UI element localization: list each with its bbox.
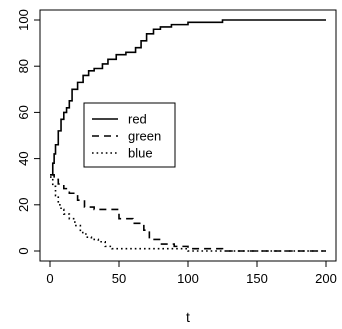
y-tick-label: 60	[16, 105, 31, 119]
y-tick-label: 0	[16, 247, 31, 254]
x-tick-label: 150	[246, 271, 268, 286]
series-line-blue	[50, 176, 326, 252]
legend-box	[83, 102, 176, 168]
x-tick-label: 200	[315, 271, 337, 286]
y-tick-label: 20	[16, 198, 31, 212]
axes-layer: 0 50 100 150 200 0 20 40 60 80 100 t	[16, 9, 337, 325]
y-tick-label: 100	[16, 9, 31, 31]
y-tick-label: 80	[16, 59, 31, 73]
legend-label-blue: blue	[128, 146, 153, 161]
x-axis-title: t	[186, 309, 190, 325]
series-line-red	[50, 19, 326, 176]
legend-label-green: green	[128, 129, 161, 144]
y-tick-label: 40	[16, 151, 31, 165]
x-tick-label: 0	[46, 271, 53, 286]
x-tick-label: 100	[177, 271, 199, 286]
series-line-green	[50, 173, 326, 252]
x-tick-label: 50	[112, 271, 126, 286]
series-layer	[50, 19, 326, 252]
legend: red green blue	[83, 102, 176, 168]
legend-label-red: red	[128, 112, 147, 127]
